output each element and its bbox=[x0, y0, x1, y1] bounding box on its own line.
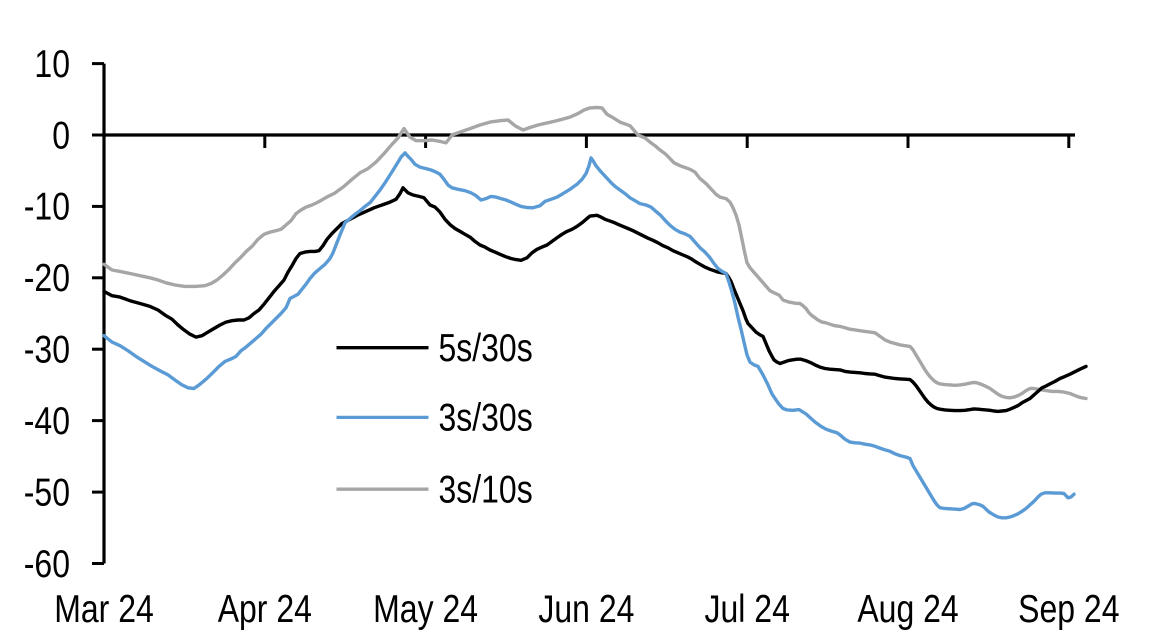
svg-text:0: 0 bbox=[52, 113, 70, 157]
svg-text:May 24: May 24 bbox=[373, 587, 478, 631]
svg-text:-50: -50 bbox=[24, 470, 70, 514]
svg-text:3s/10s: 3s/10s bbox=[439, 468, 533, 512]
svg-text:Jun 24: Jun 24 bbox=[538, 587, 634, 631]
svg-text:-40: -40 bbox=[24, 399, 70, 443]
svg-text:-10: -10 bbox=[24, 185, 70, 229]
svg-text:Sep 24: Sep 24 bbox=[1018, 587, 1119, 631]
svg-text:-20: -20 bbox=[24, 256, 70, 300]
svg-text:-30: -30 bbox=[24, 328, 70, 372]
svg-text:Jul 24: Jul 24 bbox=[705, 587, 790, 631]
svg-text:Aug 24: Aug 24 bbox=[857, 587, 958, 631]
svg-text:3s/30s: 3s/30s bbox=[439, 396, 533, 440]
svg-text:Mar 24: Mar 24 bbox=[54, 587, 154, 631]
svg-text:Apr 24: Apr 24 bbox=[218, 587, 312, 631]
svg-text:-60: -60 bbox=[24, 542, 70, 586]
svg-text:5s/30s: 5s/30s bbox=[439, 326, 533, 370]
svg-text:10: 10 bbox=[34, 42, 70, 86]
